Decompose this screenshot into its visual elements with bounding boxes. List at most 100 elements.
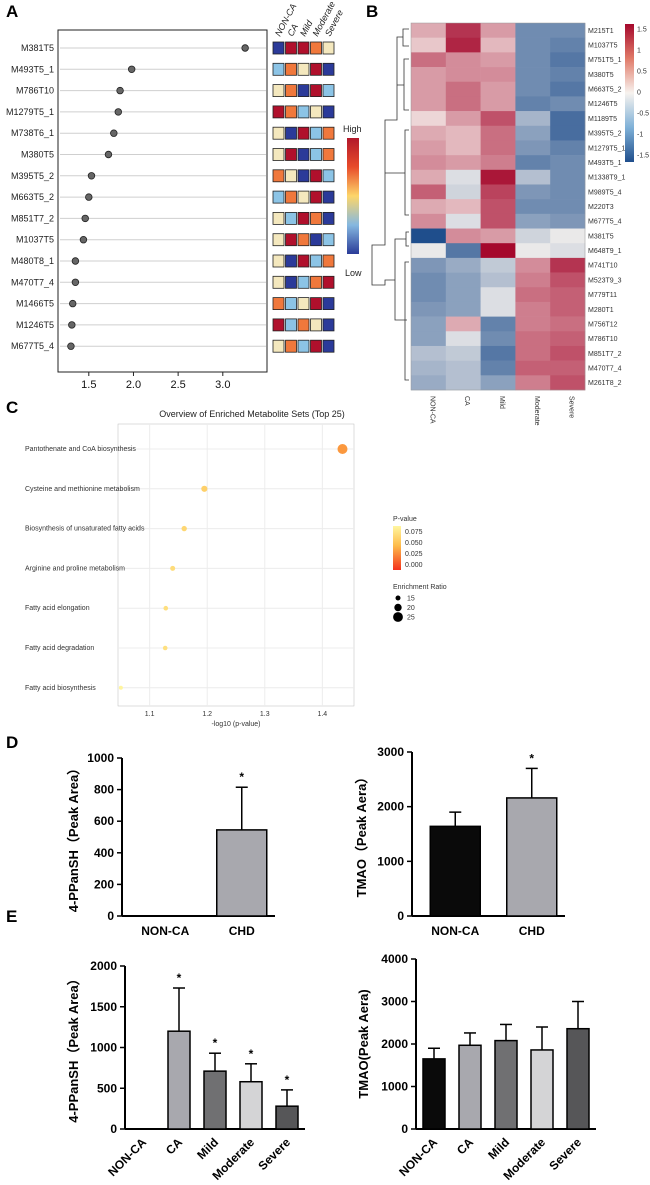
panel-a-row-label: M677T5_4 (11, 341, 54, 351)
panel-b-cell (411, 111, 447, 127)
panel-a-tile (310, 339, 322, 353)
panel-a-legend-high: High (343, 124, 362, 134)
panel-b-colorbar-tick: -0.5 (637, 111, 649, 118)
panel-c-xtick-label: 1.2 (202, 711, 212, 718)
panel-b-cell (515, 257, 551, 273)
panel-a-tile (272, 254, 285, 268)
panel-b-cell (550, 228, 586, 244)
panel-b-cell (480, 199, 516, 215)
panel-b-cell (480, 213, 516, 229)
panel-a-xtick-label: 2.0 (126, 379, 141, 391)
panel-b-colorbar-tick: -1.5 (637, 153, 649, 160)
panel-a-row-label: M1246T5 (16, 320, 54, 330)
panel-b-cell (515, 213, 551, 229)
bar-category-label: Mild (485, 1135, 512, 1162)
panel-c-xtick-label: 1.4 (317, 711, 327, 718)
panel-a-tile (297, 148, 310, 161)
panel-b-cell (515, 360, 551, 376)
panel-b-cell (411, 360, 447, 376)
panel-b-cell (411, 125, 447, 141)
panel-b-cell (411, 184, 447, 200)
panel-b-col-label: NON-CA (428, 396, 435, 424)
panel-a-dot (241, 44, 249, 52)
panel-b-row-label: M663T5_2 (588, 87, 622, 94)
panel-b-cell (445, 81, 481, 97)
panel-b-cell (550, 111, 586, 127)
bar-category-label: NON-CA (396, 1135, 440, 1179)
panel-b-cell (411, 272, 447, 288)
bar-category-label: Severe (546, 1135, 584, 1173)
panel-b-cell (550, 287, 586, 303)
bar-chart-e-left: 0500100015002000NON-CA*CA*Mild*Moderate*… (66, 959, 305, 1183)
panel-b-cell (445, 125, 481, 141)
panel-b-cell (480, 37, 516, 53)
panel-label-b: B (366, 2, 378, 21)
panel-b-cell (411, 52, 447, 68)
panel-a-legend-low: Low (345, 268, 362, 278)
panel-a-tile (297, 41, 310, 55)
panel-b-cell (480, 140, 516, 156)
panel-b-colorbar-tick: 0.5 (637, 69, 647, 76)
panel-b-cell (480, 331, 516, 347)
panel-a-dot (104, 150, 113, 159)
panel-a-row-label: M395T5_2 (11, 171, 54, 181)
panel-b-cell (480, 23, 516, 38)
panel-b-cell (445, 37, 481, 53)
panel-a-dot (79, 235, 88, 244)
panel-b-cell (515, 184, 551, 200)
panel-b-cell (445, 243, 481, 259)
panel-a-tile (285, 254, 297, 268)
panel-b-cell (550, 301, 586, 317)
panel-b-cell (515, 111, 551, 127)
panel-a-tile (322, 169, 335, 183)
bar (566, 1027, 590, 1130)
panel-a-dot (116, 86, 124, 95)
panel-b-cell (411, 375, 447, 391)
panel-b-cell (480, 52, 516, 68)
panel-c-pvalue-tick: 0.000 (405, 562, 423, 569)
panel-b-row-label: M1246T5 (588, 101, 618, 108)
panel-a-dot (110, 129, 118, 137)
panel-b-cell (515, 316, 551, 332)
panel-b-row-label: M215T1 (588, 28, 614, 35)
panel-c-row-label: Fatty acid degradation (25, 645, 94, 652)
panel-c-size-key (394, 603, 402, 612)
panel-b-row-label: M261T8_2 (588, 380, 622, 387)
panel-c-pvalue-tick: 0.050 (405, 540, 423, 547)
panel-b-row-label: M741T10 (588, 263, 618, 270)
panel-a-tile (272, 318, 285, 332)
bar-ytick-label: 1000 (90, 1041, 117, 1055)
panel-b-row-label: M756T12 (588, 321, 618, 328)
bar-category-label: NON-CA (141, 924, 189, 938)
panel-b-cell (411, 301, 447, 317)
bar (506, 797, 558, 917)
panel-b-row-label: M381T5 (588, 233, 614, 240)
panel-b-cell (480, 316, 516, 332)
panel-a-colorbar (347, 138, 359, 254)
panel-a-tile (297, 318, 310, 332)
panel-b-row-label: M1037T5 (588, 43, 618, 50)
panel-a-dot (85, 193, 93, 201)
panel-a-tile (310, 41, 322, 55)
bar-ytick-label: 600 (94, 814, 114, 828)
panel-a-dot (114, 108, 122, 116)
bar-category-label: Mild (194, 1135, 221, 1162)
panel-a-tile (285, 233, 297, 247)
significance-marker: * (177, 971, 182, 985)
panel-b-cell (550, 360, 586, 376)
panel-b-cell (550, 169, 586, 185)
bar (203, 1070, 227, 1130)
bar-y-axis-label: 4-PPanSH（Peak Area） (66, 762, 81, 913)
panel-a-tile (285, 275, 297, 289)
panel-a-tile (272, 190, 285, 204)
panel-b-cell (445, 375, 481, 391)
panel-c-row-label: Cysteine and methionine metabolism (25, 486, 140, 493)
panel-b-cell (515, 155, 551, 171)
panel-b-cell (411, 81, 447, 97)
panel-a-tile (310, 169, 322, 183)
panel-a-tile (272, 126, 285, 140)
panel-b-cell (445, 199, 481, 215)
panel-b-frame (410, 22, 586, 391)
bar (429, 825, 481, 917)
